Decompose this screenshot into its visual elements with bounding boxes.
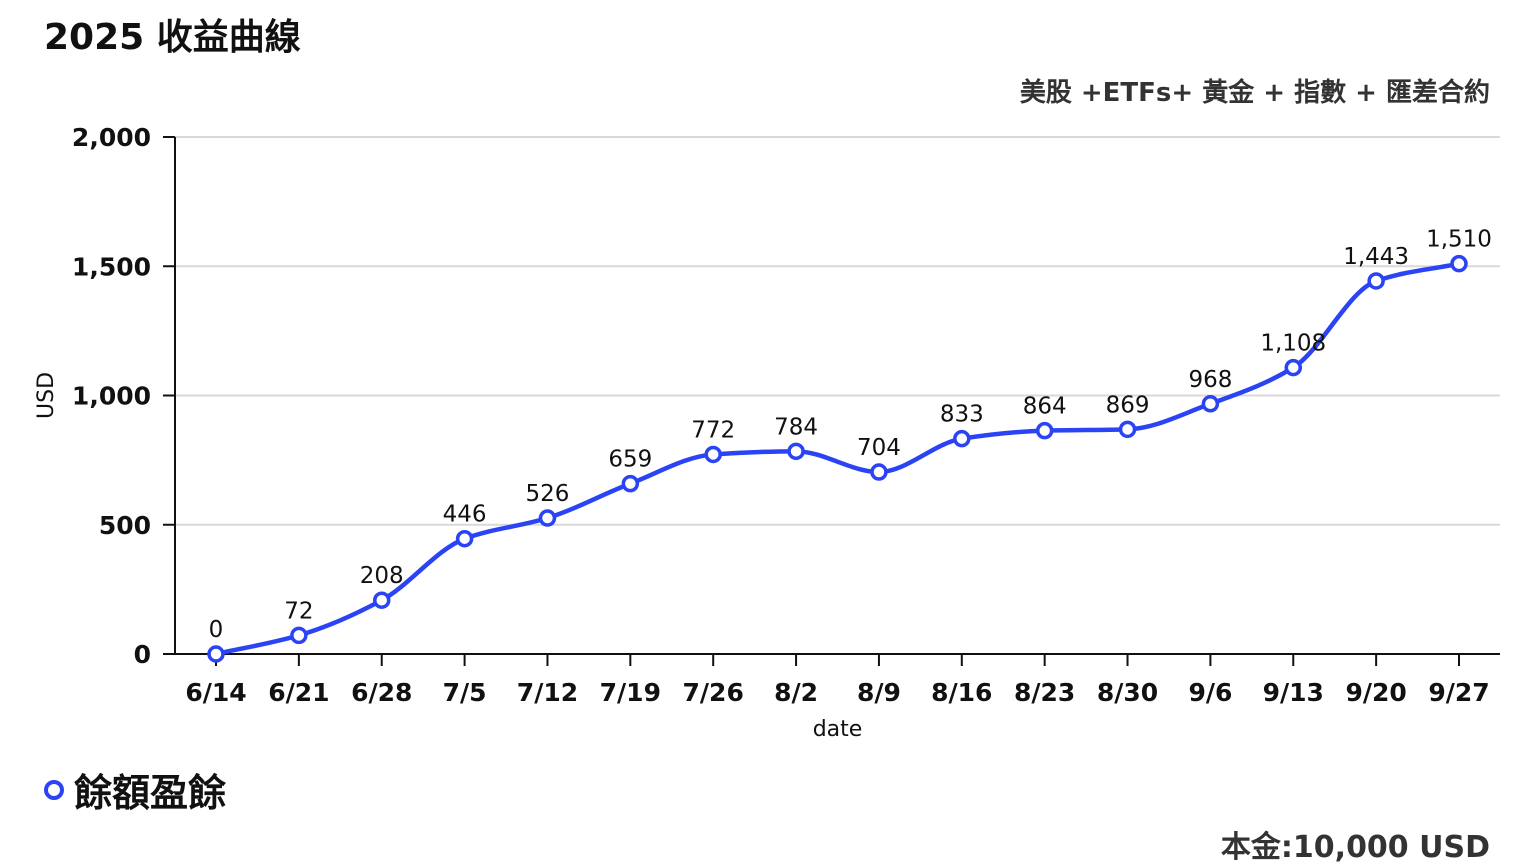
y-tick-label: 1,000	[72, 382, 151, 411]
chart-subtitle: 美股 +ETFs+ 黃金 + 指數 + 匯差合約	[1019, 78, 1490, 108]
data-point	[372, 591, 391, 609]
x-tick-label: 7/19	[600, 678, 661, 707]
data-label: 446	[443, 502, 487, 528]
data-point	[1450, 254, 1468, 273]
x-tick-label: 8/23	[1014, 678, 1075, 707]
x-tick-label: 7/12	[517, 678, 578, 707]
data-point	[1035, 421, 1054, 440]
legend-marker-icon	[44, 779, 64, 800]
x-tick-label: 9/6	[1188, 678, 1232, 707]
data-point	[1118, 420, 1137, 439]
x-tick-label: 8/30	[1097, 678, 1158, 707]
data-point	[621, 474, 640, 493]
x-axis-label: date	[813, 717, 863, 742]
data-point	[207, 645, 225, 663]
data-label: 0	[209, 617, 224, 643]
data-label: 72	[284, 598, 313, 624]
x-tick-label: 9/27	[1428, 678, 1489, 707]
y-tick-label: 2,000	[72, 123, 151, 152]
data-label: 772	[691, 417, 735, 443]
data-point	[1367, 272, 1385, 290]
x-tick-label: 8/9	[857, 678, 901, 707]
data-label: 833	[940, 402, 984, 428]
data-point	[538, 509, 557, 527]
data-label: 704	[857, 435, 901, 461]
x-tick-label: 8/16	[931, 678, 992, 707]
data-label: 869	[1106, 392, 1150, 418]
data-point	[455, 529, 474, 548]
series-line	[215, 261, 1460, 657]
y-axis-label: USD	[34, 372, 59, 419]
x-tick-label: 9/13	[1263, 678, 1324, 707]
x-tick-label: 9/20	[1345, 678, 1406, 707]
x-tick-label: 6/21	[268, 678, 329, 707]
x-tick-label: 6/28	[351, 678, 412, 707]
x-tick-label: 8/2	[774, 678, 818, 707]
data-label: 864	[1023, 394, 1067, 420]
data-label: 968	[1188, 367, 1232, 393]
y-tick-label: 0	[134, 640, 151, 669]
chart-legend: 餘額盈餘	[44, 762, 226, 817]
y-tick-label: 1,500	[72, 252, 151, 281]
legend-label: 餘額盈餘	[74, 771, 227, 815]
principal-note: 本金:10,000 USD	[1220, 830, 1490, 865]
data-point	[290, 626, 308, 645]
data-point	[953, 429, 971, 448]
data-point	[1201, 395, 1220, 413]
data-label: 1,510	[1426, 227, 1492, 253]
data-label: 659	[608, 447, 652, 473]
x-tick-label: 7/5	[443, 678, 487, 707]
data-label: 526	[526, 481, 570, 507]
data-label: 784	[774, 414, 818, 440]
data-point	[870, 463, 888, 481]
x-tick-label: 6/14	[185, 678, 246, 707]
data-point	[1284, 358, 1303, 377]
data-point	[787, 442, 805, 461]
data-label: 1,443	[1343, 244, 1409, 270]
y-tick-label: 500	[99, 511, 151, 540]
x-tick-label: 7/26	[683, 678, 744, 707]
data-point	[704, 445, 722, 464]
data-label: 1,108	[1260, 331, 1326, 357]
chart-title: 2025 收益曲線	[44, 17, 301, 58]
data-label: 208	[360, 563, 404, 589]
